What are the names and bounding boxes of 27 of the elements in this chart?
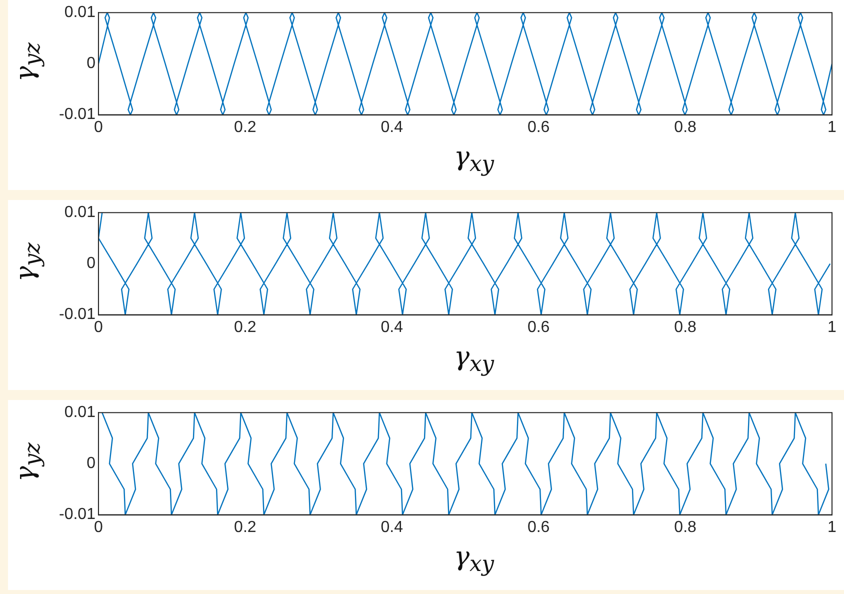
x-tick-label: 0.8 bbox=[674, 118, 697, 136]
y-tick-label: 0 bbox=[86, 455, 96, 472]
x-tick-label: 0.6 bbox=[527, 118, 550, 136]
y-tick-label: 0 bbox=[86, 55, 96, 72]
x-tick-label: 0.2 bbox=[234, 318, 256, 336]
x-tick-label: 0.8 bbox=[674, 318, 697, 336]
y-tick-label: 0.01 bbox=[64, 204, 96, 222]
x-tick-label: 0.8 bbox=[674, 518, 697, 536]
x-tick-label: 0.6 bbox=[527, 518, 550, 536]
x-tick-label: 0.4 bbox=[380, 318, 404, 336]
x-axis-title: γ$_{xy}$ bbox=[453, 342, 496, 378]
x-tick-label: 1 bbox=[828, 318, 837, 336]
y-tick-label: -0.01 bbox=[59, 506, 96, 524]
x-axis-title: γ$_{xy}$ bbox=[453, 142, 496, 178]
y-tick-label: -0.01 bbox=[59, 106, 96, 124]
y-tick-label: 0.01 bbox=[64, 404, 96, 422]
x-tick-label: 1 bbox=[828, 518, 837, 536]
x-axis-title: γ$_{xy}$ bbox=[453, 542, 496, 578]
y-tick-label: -0.01 bbox=[59, 306, 96, 324]
x-tick-label: 0.4 bbox=[380, 118, 404, 136]
x-tick-label: 0.2 bbox=[234, 518, 256, 536]
x-tick-label: 1 bbox=[828, 118, 837, 136]
y-tick-label: 0 bbox=[86, 255, 96, 272]
x-tick-label: 0.2 bbox=[234, 118, 256, 136]
y-tick-label: 0.01 bbox=[64, 4, 96, 22]
x-tick-label: 0.4 bbox=[380, 518, 404, 536]
x-tick-label: 0.6 bbox=[527, 318, 550, 336]
